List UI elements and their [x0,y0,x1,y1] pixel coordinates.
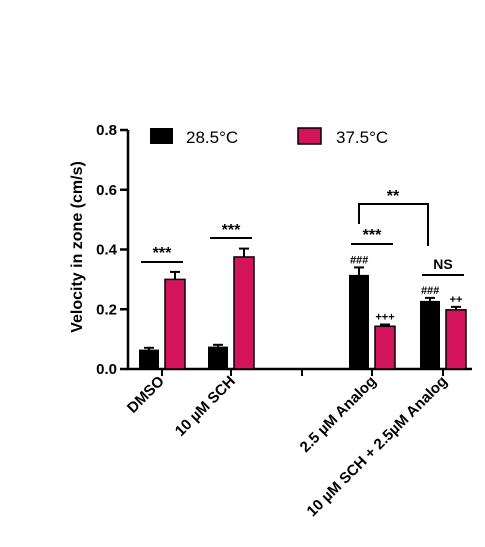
bar-1-0 [208,346,228,369]
bar-3-1 [445,309,467,370]
legend-label-28: 28.5°C [186,128,238,147]
y-tick-label: 0.8 [96,122,117,139]
bar-3-0 [420,300,440,369]
bar-2-0 [349,274,369,369]
x-category-label: DMSO [124,373,168,417]
marker-37: +++ [375,311,394,323]
marker-28: ### [421,285,440,297]
y-tick-label: 0.0 [96,361,117,378]
marker-28: ### [350,254,369,266]
bar-2-1 [374,325,396,370]
y-tick-label: 0.4 [96,242,118,259]
legend: 28.5°C 37.5°C [150,127,388,147]
x-category-label: 10 µM SCH [172,373,239,440]
bar-0-1 [164,278,186,370]
bar-0-0 [139,349,159,369]
significance-label: NS [433,256,452,272]
marker-37: ++ [450,294,463,306]
x-category-label: 10 µM SCH + 2.5µM Analog [303,373,450,520]
significance-annotations: ****** ***NS######+++++** [141,188,464,323]
significance-label: *** [222,222,241,239]
between-group-bracket [358,203,429,246]
bar-1-1 [233,256,255,370]
legend-swatch-37 [297,127,322,145]
between-group-label: ** [387,188,400,205]
y-ticks: 0.0 0.2 0.4 0.6 0.8 [96,122,128,378]
bars [139,247,467,370]
significance-label: *** [153,245,172,262]
y-axis-title: Velocity in zone (cm/s) [69,161,86,333]
legend-label-37: 37.5°C [336,128,388,147]
significance-label: *** [363,227,382,244]
y-tick-label: 0.2 [96,301,117,318]
y-tick-label: 0.6 [96,182,117,199]
legend-swatch-28 [150,128,173,144]
